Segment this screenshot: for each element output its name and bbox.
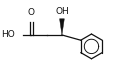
Polygon shape xyxy=(60,19,64,35)
Text: OH: OH xyxy=(55,7,69,16)
Text: HO: HO xyxy=(2,30,15,39)
Text: O: O xyxy=(28,8,35,17)
